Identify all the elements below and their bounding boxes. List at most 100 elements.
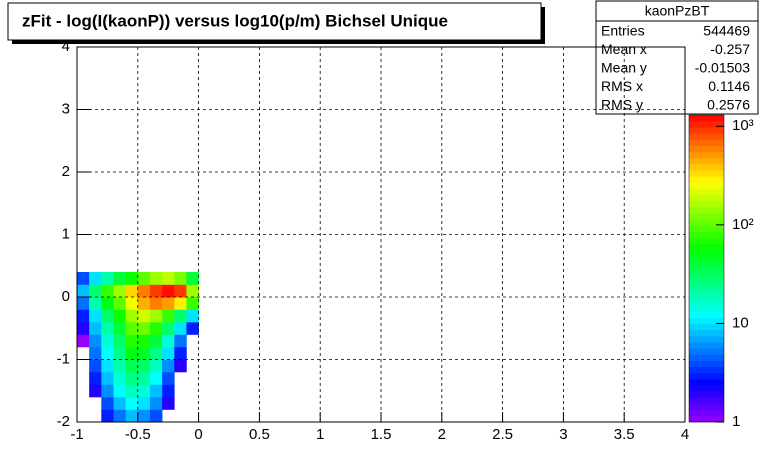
colorbar-step [689, 250, 724, 257]
x-tick-label: 1 [316, 426, 324, 443]
colorbar-step [689, 299, 724, 306]
colorbar-step [689, 379, 724, 386]
colorbar-step [689, 293, 724, 300]
stats-box [595, 0, 759, 115]
colorbar-step [689, 188, 724, 196]
heat-cell [101, 384, 114, 398]
colorbar-step [689, 391, 724, 398]
heat-cell [137, 372, 151, 385]
colorbar-step [689, 274, 724, 282]
colorbar-step [689, 200, 724, 208]
heat-cell [113, 334, 126, 348]
heat-cell [149, 322, 163, 335]
stats-value: 0.2576 [707, 97, 750, 113]
heat-cell [89, 284, 102, 298]
heat-cell [137, 272, 151, 285]
y-tick-label: 0 [62, 288, 70, 305]
heat-cell [162, 372, 175, 385]
heat-cell [125, 284, 139, 298]
heat-cell [113, 397, 126, 410]
heat-cell [137, 359, 151, 373]
colorbar-step [689, 231, 724, 239]
heat-cell [162, 384, 175, 398]
stats-key: Mean x [601, 41, 647, 57]
colorbar-step [689, 176, 724, 183]
colorbar-step [689, 342, 724, 349]
heat-cell [89, 297, 102, 310]
y-tick-label: -2 [57, 413, 70, 430]
colorbar-step [689, 115, 724, 122]
heat-cell [89, 347, 102, 360]
y-tick-label: 4 [62, 38, 70, 55]
colorbar-step [689, 403, 724, 411]
heat-cell [137, 322, 151, 335]
heat-cell [101, 372, 114, 385]
heat-cell [162, 359, 175, 373]
colorbar-step [689, 311, 724, 318]
heat-cell [137, 297, 151, 310]
colorbar-step [689, 182, 724, 189]
colorbar-step [689, 280, 724, 288]
y-tick-label: -1 [57, 350, 70, 367]
heat-cell [101, 347, 114, 360]
heat-cell [125, 309, 139, 323]
heat-cell [113, 322, 126, 335]
heat-cell [101, 272, 114, 285]
x-tick-label: 2.5 [492, 426, 513, 443]
heat-cell [101, 284, 114, 298]
colorbar-step [689, 121, 724, 128]
stats-key: Mean y [601, 60, 647, 76]
heat-cell [174, 322, 187, 335]
heat-cell [149, 309, 163, 323]
title-box [7, 2, 542, 41]
x-tick-label: -1 [70, 426, 83, 443]
heat-cell [125, 372, 139, 385]
heat-cell [186, 284, 199, 298]
colorbar-step [689, 256, 724, 263]
heat-cell [174, 284, 187, 298]
plot-frame [76, 46, 686, 423]
heat-cell [137, 397, 151, 410]
z-tick-label: 1 [732, 413, 740, 430]
heat-cell [149, 334, 163, 348]
y-tick-label: 3 [62, 100, 70, 117]
colorbar-step [689, 336, 724, 343]
heat-cell [174, 359, 187, 373]
colorbar-step [689, 151, 724, 159]
heat-cell [125, 409, 139, 423]
heat-cell [101, 397, 114, 410]
colorbar-step [689, 262, 724, 269]
heat-cell [162, 284, 175, 298]
heat-cell [186, 272, 199, 285]
heat-cell [89, 322, 102, 335]
colorbar-step [689, 348, 724, 355]
heat-cell [125, 272, 139, 285]
colorbar-step [689, 164, 724, 171]
colorbar-step [689, 329, 724, 337]
heat-cell [113, 372, 126, 385]
heat-cell [77, 284, 90, 298]
heat-cell [162, 272, 175, 285]
colorbar-step [689, 237, 724, 245]
heat-cell [77, 309, 90, 323]
heat-cell [149, 384, 163, 398]
heat-cell [174, 297, 187, 310]
heat-cell [174, 334, 187, 348]
x-tick-label: -0.5 [125, 426, 151, 443]
heat-cell [162, 309, 175, 323]
heat-cell [174, 272, 187, 285]
heat-cell [174, 347, 187, 360]
colorbar-step [689, 145, 724, 153]
heat-cell [89, 272, 102, 285]
colorbar-step [689, 127, 724, 134]
colorbar-step [689, 385, 724, 392]
colorbar-step [689, 207, 724, 214]
heat-cell [77, 322, 90, 335]
heat-cell [186, 297, 199, 310]
stats-value: -0.257 [710, 41, 750, 57]
heat-cell [77, 297, 90, 310]
heat-cell [101, 309, 114, 323]
colorbar-step [689, 225, 724, 232]
heat-cell [149, 372, 163, 385]
